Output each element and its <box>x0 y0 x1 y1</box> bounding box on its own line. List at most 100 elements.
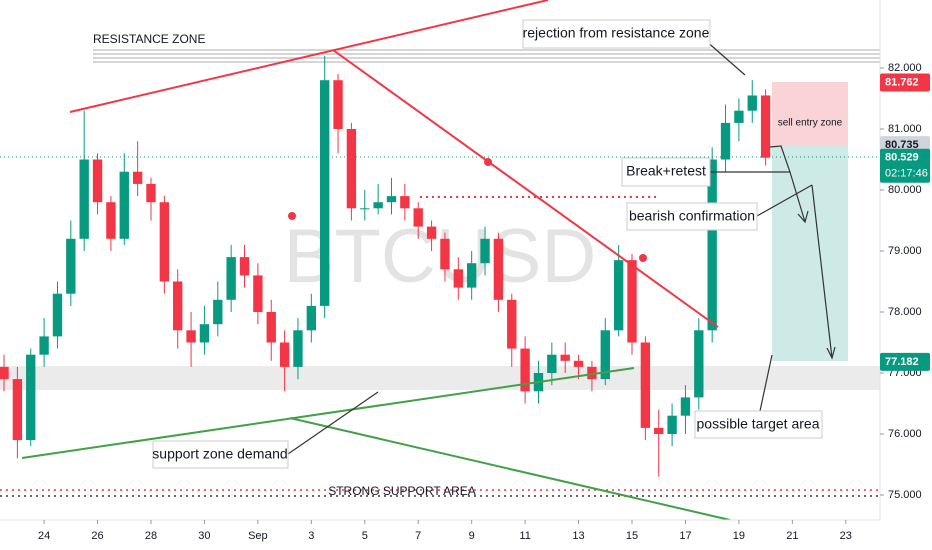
candle-body <box>146 183 156 203</box>
candle-body <box>346 129 357 209</box>
candle-body <box>279 342 290 367</box>
x-tick-label: 7 <box>415 530 421 542</box>
candle-body <box>480 238 490 264</box>
candle-body <box>760 95 771 158</box>
y-tick-label: 82.000 <box>888 62 922 74</box>
candle-body <box>507 299 517 349</box>
candle-body <box>52 293 63 337</box>
annotation: Break+retest <box>626 163 706 179</box>
red-trendlines <box>69 0 719 328</box>
candle-body <box>600 330 610 380</box>
x-axis-panel <box>0 520 932 550</box>
candle-body <box>293 330 303 367</box>
annotation: bearish confirmation <box>629 208 755 224</box>
candle-body <box>12 379 23 441</box>
y-axis-panel <box>880 0 932 550</box>
marker <box>288 212 296 220</box>
x-tick-label: Sep <box>248 530 268 542</box>
price-tag-label: 77.182 <box>885 356 919 368</box>
price-tag <box>880 73 930 92</box>
x-tick-label: 19 <box>733 530 745 542</box>
candle-body <box>520 348 530 392</box>
candle-body <box>320 80 330 306</box>
drawings-back: BTCUSD <box>0 49 880 497</box>
marker <box>484 158 492 166</box>
annotation: RESISTANCE ZONE <box>93 32 205 46</box>
candle-body <box>413 208 423 227</box>
candle-body <box>453 269 463 288</box>
x-tick-label: 23 <box>840 530 852 542</box>
candle-body <box>199 324 210 343</box>
x-tick-label: 3 <box>308 530 314 542</box>
candle-body <box>159 202 170 282</box>
candle-body <box>66 238 76 294</box>
x-tick-label: 15 <box>626 530 638 542</box>
annotation: possible target area <box>697 416 820 432</box>
annotation: STRONG SUPPORT AREA <box>328 484 476 498</box>
price-tag-label: 80.735 <box>885 139 919 151</box>
candle-body <box>239 257 250 276</box>
candle-body <box>266 312 276 343</box>
candle-body <box>386 196 397 203</box>
candle-body <box>680 397 691 416</box>
candle-body <box>720 122 731 160</box>
target-zone <box>772 145 848 361</box>
candle-body <box>333 80 343 130</box>
candle-body <box>132 171 143 184</box>
y-tick-label: 75.000 <box>888 489 922 501</box>
candle-body <box>707 159 717 331</box>
sell-zone <box>772 82 848 145</box>
candle-body <box>360 208 370 210</box>
candle-body <box>39 336 49 355</box>
candle-body <box>92 159 103 203</box>
price-tag-label: 80.529 <box>885 152 919 164</box>
axes: 82.00081.00080.00079.00078.00077.00076.0… <box>38 62 930 542</box>
candle-body <box>306 305 317 331</box>
candles <box>0 55 771 477</box>
countdown: 02:17:46 <box>885 168 928 180</box>
y-tick-label: 76.000 <box>888 428 922 440</box>
x-tick-label: 21 <box>786 530 798 542</box>
arrows <box>287 39 836 455</box>
price-tag <box>880 148 930 183</box>
candle-body <box>573 360 584 367</box>
green-trendlines <box>21 367 731 521</box>
watermark: BTCUSD <box>284 214 596 299</box>
candle-body <box>226 257 236 300</box>
x-tick-label: 17 <box>679 530 691 542</box>
y-tick-label: 80.000 <box>888 184 922 196</box>
x-tick-label: 5 <box>362 530 368 542</box>
marker <box>639 254 647 262</box>
candle-body <box>253 275 263 312</box>
candle-body <box>654 427 664 434</box>
x-tick-label: 30 <box>198 530 210 542</box>
y-tick-label: 79.000 <box>888 245 922 257</box>
candle-body <box>26 354 36 441</box>
x-tick-label: 13 <box>572 530 584 542</box>
price-tag <box>880 352 930 371</box>
annotation: rejection from resistance zone <box>523 25 710 41</box>
candle-body <box>440 238 450 270</box>
support-band <box>0 366 880 390</box>
candle-body <box>547 354 557 373</box>
candle-body <box>694 330 704 398</box>
candle-body <box>0 366 9 380</box>
candle-body <box>119 171 129 239</box>
y-tick-label: 81.000 <box>888 123 922 135</box>
candle-body <box>493 238 504 300</box>
x-tick-label: 11 <box>519 530 530 542</box>
candle-body <box>79 159 89 239</box>
x-tick-label: 28 <box>145 530 157 542</box>
x-tick-label: 26 <box>91 530 103 542</box>
drawings-front: RESISTANCE ZONE rejection from resistanc… <box>21 0 843 521</box>
x-tick-label: 9 <box>469 530 475 542</box>
candle-body <box>613 260 624 331</box>
candle-body <box>587 366 597 380</box>
candle-body <box>734 110 744 123</box>
candle-body <box>400 196 410 209</box>
y-tick-label: 78.000 <box>888 306 922 318</box>
resistance-lines <box>93 49 880 63</box>
candle-body <box>627 260 637 343</box>
candle-body <box>560 354 570 361</box>
